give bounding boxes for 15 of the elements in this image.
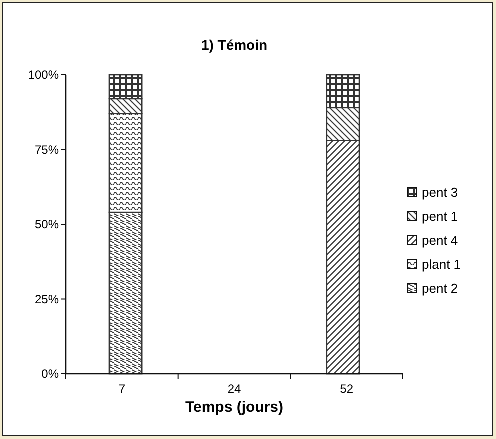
chart-title: 1) Témoin xyxy=(201,37,268,53)
legend-label: pent 4 xyxy=(422,233,458,248)
legend-label: plant 1 xyxy=(422,257,462,272)
x-tick-label: 24 xyxy=(228,382,242,396)
y-tick-label: 75% xyxy=(34,142,60,157)
legend-label: pent 2 xyxy=(422,281,458,296)
legend-label: pent 1 xyxy=(422,209,458,224)
y-tick-label: 25% xyxy=(34,292,60,306)
y-tick-label: 100% xyxy=(28,68,60,82)
legend-label: pent 3 xyxy=(422,185,458,200)
y-tick-label: 0% xyxy=(42,367,60,381)
x-tick-label: 7 xyxy=(118,382,126,396)
x-tick-label: 52 xyxy=(340,382,354,396)
y-tick-label: 50% xyxy=(34,218,60,232)
x-axis-title: Temps (jours) xyxy=(185,399,284,416)
